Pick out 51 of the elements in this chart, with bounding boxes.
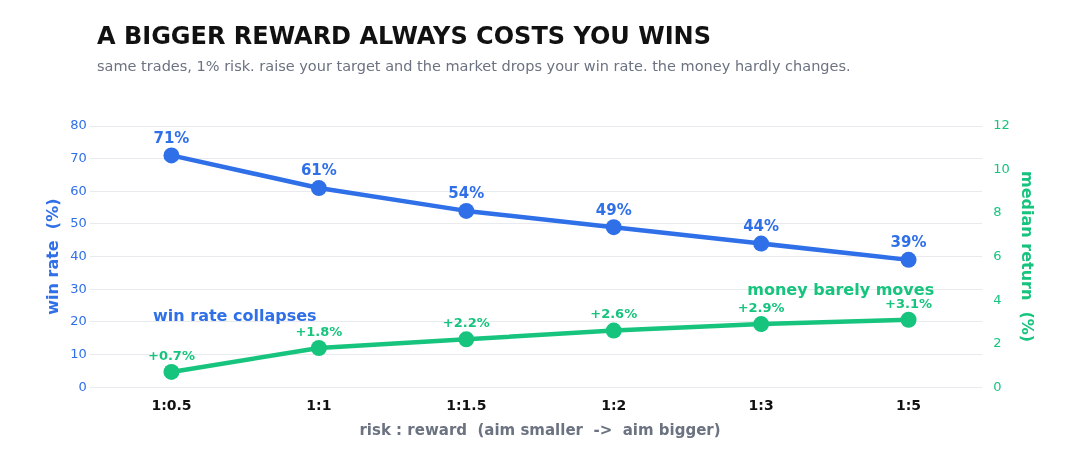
x-tick-label: 1:1.5 — [446, 397, 487, 414]
point — [163, 147, 180, 164]
point — [310, 340, 327, 357]
point — [310, 180, 327, 197]
y-tick-label: 20 — [70, 313, 87, 329]
data-label: +2.2% — [442, 315, 490, 331]
y-tick-label: 40 — [70, 247, 87, 263]
data-label: +1.8% — [295, 323, 343, 339]
y2-tick-label: 8 — [993, 204, 1002, 220]
x-tick-label: 1:0.5 — [151, 397, 192, 414]
y-tick-label: 50 — [70, 215, 87, 231]
data-label: 39% — [890, 233, 927, 252]
data-label: 71% — [153, 128, 190, 147]
y-tick-label: 60 — [70, 182, 87, 198]
data-label: +0.7% — [147, 347, 195, 363]
point — [458, 331, 475, 348]
y2-tick-label: 4 — [993, 291, 1002, 307]
y2-tick-label: 2 — [993, 335, 1002, 351]
chart-title: A BIGGER REWARD ALWAYS COSTS YOU WINS — [97, 22, 711, 50]
data-label: +2.9% — [737, 299, 785, 315]
point — [900, 311, 917, 328]
point — [605, 219, 622, 236]
y2-tick-label: 10 — [993, 160, 1010, 176]
point — [458, 202, 475, 219]
y2-tick-label: 0 — [993, 378, 1002, 394]
y2-tick-label: 12 — [993, 117, 1010, 133]
point — [900, 251, 917, 268]
data-label: +2.6% — [590, 306, 638, 322]
chart-subtitle: same trades, 1% risk. raise your target and the market drops your win rate. the money hardly changes. — [97, 58, 851, 74]
data-label: 54% — [448, 184, 485, 203]
y2-tick-label: 6 — [993, 247, 1002, 263]
y-tick-label: 70 — [70, 150, 87, 166]
point — [163, 363, 180, 380]
x-tick-label: 1:2 — [601, 397, 627, 414]
point — [605, 322, 622, 339]
y-tick-label: 80 — [70, 117, 87, 133]
annotation: win rate collapses — [153, 305, 317, 325]
point — [753, 235, 770, 252]
y-axis-title: win rate (%) — [42, 198, 62, 315]
y-tick-label: 10 — [70, 345, 87, 361]
x-tick-label: 1:3 — [748, 397, 774, 414]
y-tick-label: 30 — [70, 280, 87, 296]
x-tick-label: 1:5 — [896, 397, 922, 414]
point — [753, 316, 770, 333]
x-tick-label: 1:1 — [306, 397, 332, 414]
data-label: 61% — [300, 161, 337, 180]
y-tick-label: 0 — [78, 378, 87, 394]
x-axis-title: risk : reward (aim smaller -> aim bigger) — [359, 420, 721, 439]
data-label: 49% — [595, 200, 632, 219]
y2-axis-title: median return (%) — [1018, 171, 1038, 343]
data-label: 44% — [743, 216, 780, 235]
